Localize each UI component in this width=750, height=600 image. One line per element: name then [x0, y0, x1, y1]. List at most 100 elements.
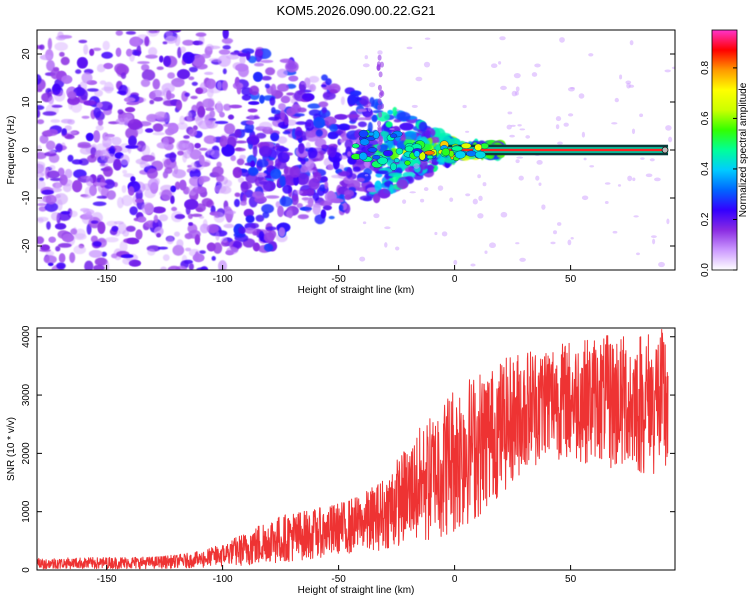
spectrogram-blob: [213, 242, 223, 254]
spectrogram-blob: [344, 194, 352, 200]
spectrogram-blob: [583, 157, 587, 161]
spectrogram-blob: [223, 223, 235, 229]
spectrogram-blob: [376, 64, 381, 71]
spectrogram-blob: [517, 124, 522, 127]
spectrogram-blob: [61, 119, 73, 124]
spectrogram-blob: [356, 108, 368, 112]
spectrogram-blob: [515, 86, 520, 92]
spectrogram-blob: [218, 49, 231, 55]
spectrogram-blob: [93, 264, 105, 270]
spectrogram-blob: [168, 123, 179, 134]
spectrogram-blob: [286, 107, 296, 116]
spectrogram-blob: [57, 199, 63, 211]
spectrogram-blob: [284, 117, 289, 126]
spectrogram-blob: [59, 253, 66, 263]
spectrogram-blob: [141, 154, 155, 162]
spectrogram-blob: [246, 135, 259, 145]
spectrogram-x-axis: -150 -100 -50 0 50: [97, 265, 577, 285]
ridge-blob: [441, 147, 451, 157]
spectrogram-blob: [64, 168, 73, 179]
spectrogram-blob: [84, 260, 94, 270]
spectrogram-blob: [170, 195, 175, 204]
spectrogram-blob: [162, 171, 169, 179]
spectrogram-blob: [255, 49, 263, 57]
spectrogram-blob: [113, 158, 122, 171]
spectrogram-blob: [124, 97, 136, 103]
spectrogram-blob: [103, 179, 115, 189]
spectrogram-blob: [139, 160, 146, 169]
spectrogram-blob: [48, 262, 54, 266]
spectrogram-blob: [511, 90, 518, 97]
spectrogram-blob: [174, 214, 185, 219]
spectrogram-blob: [380, 61, 384, 68]
spectrogram-blob: [559, 37, 565, 43]
spectrogram-blob: [306, 122, 311, 127]
spectrogram-blob: [188, 222, 193, 226]
spectrogram-blob: [125, 127, 139, 140]
spectrogram-blob: [280, 96, 290, 103]
spectrogram-blob: [190, 95, 198, 100]
spectrogram-blob: [355, 117, 369, 121]
spectrogram-blob: [205, 107, 215, 111]
spectrogram-blob: [339, 204, 344, 211]
spectrogram-blob: [312, 158, 320, 162]
spectrogram-blob: [190, 162, 197, 172]
spectrogram-blob: [293, 190, 304, 195]
spectrogram-blob: [148, 47, 158, 57]
spectrogram-blob: [147, 178, 159, 190]
spectrogram-blob: [206, 86, 214, 98]
spectrogram-blob: [72, 180, 82, 193]
spectrogram-blob: [77, 144, 92, 149]
spectrogram-blob: [237, 53, 248, 57]
ridge-end-marker: [661, 146, 669, 154]
spectrogram-blob: [106, 190, 116, 200]
spectrogram-blob: [194, 143, 201, 149]
spectrogram-blob: [249, 85, 260, 96]
x-tick-label: 50: [565, 274, 577, 285]
spectrogram-blob: [93, 130, 100, 143]
spectrogram-blob: [588, 53, 594, 57]
spectrogram-blob: [37, 163, 44, 174]
spectrogram-blob: [347, 94, 357, 106]
colorbar-tick-label: 0.4: [700, 162, 711, 176]
spectrogram-blob: [115, 30, 124, 36]
spectrogram-blob: [255, 214, 265, 222]
spectrogram-blob: [103, 153, 116, 164]
spectrogram-blob: [581, 131, 586, 138]
ridge-blob: [372, 154, 381, 160]
spectrogram-blob: [184, 199, 199, 210]
spectrogram-blob: [378, 71, 383, 78]
spectrogram-blob: [239, 54, 246, 65]
spectrogram-blob: [299, 206, 312, 211]
snr-series: [37, 329, 669, 570]
spectrogram-blob: [318, 101, 329, 108]
spectrogram-blob: [307, 147, 318, 159]
spectrogram-blob: [225, 210, 236, 215]
spectrogram-blob: [254, 62, 264, 67]
spectrogram-blob: [93, 106, 102, 119]
spectrogram-blob: [359, 95, 370, 106]
spectrogram-blob: [279, 196, 293, 207]
spectrogram-blob: [489, 242, 496, 249]
spectrogram-blob: [96, 102, 103, 108]
spectrogram-blob: [235, 140, 248, 144]
spectrogram-blob: [191, 213, 203, 217]
spectrogram-blob: [352, 166, 361, 172]
spectrogram-blob: [395, 246, 400, 251]
spectrogram-blob: [194, 234, 200, 245]
spectrogram-blob: [264, 83, 270, 89]
spectrogram-blob: [149, 91, 156, 100]
spectrogram-blob: [270, 83, 277, 95]
spectrogram-blob: [423, 61, 431, 68]
ridge-blob: [404, 160, 411, 166]
spectrogram-blob: [85, 176, 94, 187]
spectrogram-blob: [214, 120, 229, 125]
spectrogram-blob: [234, 192, 241, 197]
spectrogram-blob: [130, 176, 136, 182]
spectrogram-blob: [259, 145, 272, 157]
spectrogram-blob: [346, 114, 360, 119]
spectrogram-blob: [198, 176, 204, 186]
spectrogram-blob: [629, 40, 634, 46]
spectrogram-blob: [67, 91, 77, 100]
spectrogram-blob: [221, 144, 235, 157]
